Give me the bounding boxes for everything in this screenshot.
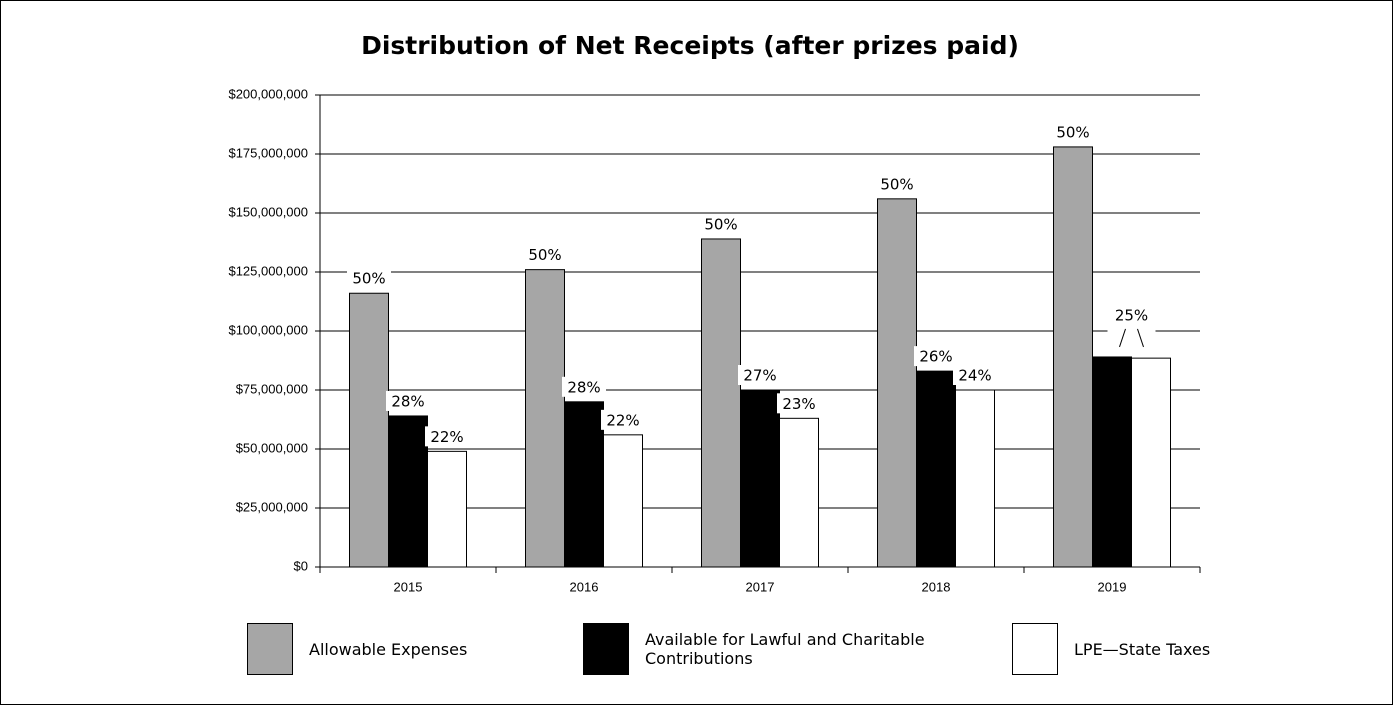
label-bg: [562, 376, 606, 397]
legend-label: LPE—State Taxes: [1074, 639, 1211, 659]
label-bg: [875, 173, 919, 194]
legend-item: LPE—State Taxes: [1012, 622, 1312, 676]
bar: [388, 415, 428, 568]
data-label: 50%: [528, 246, 561, 264]
bar: [1131, 357, 1171, 568]
y-tick-label: $200,000,000: [228, 86, 308, 101]
label-leader: [1137, 328, 1144, 348]
data-label: 23%: [782, 395, 815, 413]
label-bg: [914, 346, 958, 367]
data-label: 28%: [567, 378, 600, 396]
legend-swatch: [247, 623, 293, 675]
data-label: 27%: [743, 367, 776, 385]
bar: [1053, 146, 1093, 568]
label-bg: [347, 268, 391, 289]
bar: [427, 450, 467, 568]
legend-swatch: [1012, 623, 1058, 675]
bar: [916, 370, 956, 568]
legend-item: Allowable Expenses: [247, 622, 547, 676]
bar: [701, 238, 741, 568]
label-bg: [1107, 304, 1156, 353]
x-tick-label: 2016: [570, 579, 599, 594]
label-bg: [777, 393, 821, 414]
bar: [740, 389, 780, 568]
label-bg: [425, 426, 469, 447]
y-tick-label: $25,000,000: [236, 499, 308, 514]
label-bg: [699, 213, 743, 234]
x-tick-label: 2015: [394, 579, 423, 594]
bar: [349, 292, 389, 568]
legend-swatch: [583, 623, 629, 675]
y-tick-label: $75,000,000: [236, 381, 308, 396]
data-label: 25%: [1115, 306, 1148, 324]
data-label: 24%: [958, 367, 991, 385]
label-leader: [1119, 328, 1126, 348]
bar: [1092, 356, 1132, 568]
x-tick-label: 2019: [1098, 579, 1127, 594]
label-bg: [738, 365, 782, 385]
legend-item: Available for Lawful and Charitable Cont…: [583, 622, 983, 676]
bar: [955, 389, 995, 568]
legend-label: Available for Lawful and Charitable Cont…: [645, 630, 925, 668]
label-bg: [386, 390, 430, 411]
label-bg: [953, 365, 997, 385]
y-tick-label: $175,000,000: [228, 145, 308, 160]
chart-title: Distribution of Net Receipts (after priz…: [361, 31, 1019, 60]
label-bg: [523, 244, 567, 265]
data-label: 22%: [430, 428, 463, 446]
bar: [564, 401, 604, 568]
x-tick-label: 2017: [746, 579, 775, 594]
y-tick-label: $100,000,000: [228, 322, 308, 337]
bar: [525, 269, 565, 568]
bar: [779, 417, 819, 568]
data-label: 50%: [352, 270, 385, 288]
y-tick-label: $50,000,000: [236, 440, 308, 455]
bar: [603, 434, 643, 568]
data-label: 26%: [919, 348, 952, 366]
y-tick-label: $0: [294, 558, 308, 573]
data-label: 50%: [1056, 123, 1089, 141]
y-tick-label: $150,000,000: [228, 204, 308, 219]
data-label: 50%: [880, 175, 913, 193]
label-bg: [1051, 121, 1095, 142]
data-label: 28%: [391, 392, 424, 410]
label-bg: [601, 409, 645, 430]
bar: [877, 198, 917, 568]
x-tick-label: 2018: [922, 579, 951, 594]
data-label: 22%: [606, 411, 639, 429]
data-label: 50%: [704, 215, 737, 233]
y-tick-label: $125,000,000: [228, 263, 308, 278]
legend-label: Allowable Expenses: [309, 639, 468, 659]
